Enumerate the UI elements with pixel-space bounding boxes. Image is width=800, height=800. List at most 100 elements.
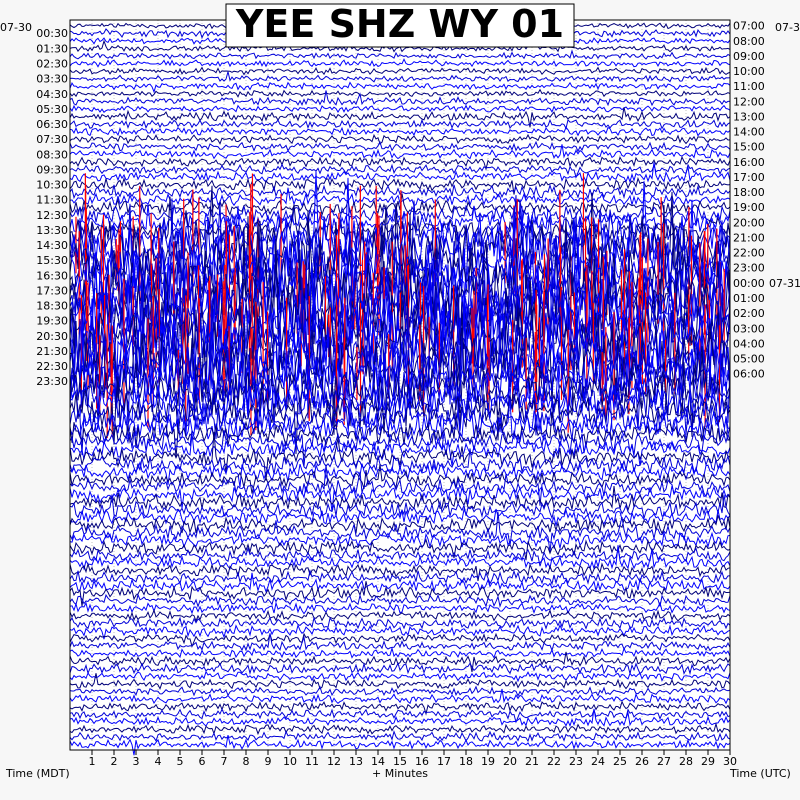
left-hour-label: 11:30 xyxy=(36,194,68,207)
trace-row-11 xyxy=(69,104,731,114)
trace-row-15 xyxy=(69,133,731,145)
right-hour-label: 09:00 xyxy=(733,50,765,63)
trace-row-89 xyxy=(69,688,731,705)
trace-row-17 xyxy=(69,144,731,160)
trace-row-18 xyxy=(69,155,731,172)
right-hour-label: 00:00 xyxy=(733,277,765,290)
x-tick-label: 27 xyxy=(657,755,671,768)
right-hour-label: 23:00 xyxy=(733,262,765,275)
x-tick-label: 13 xyxy=(349,755,363,768)
left-hour-label: 10:30 xyxy=(36,179,68,192)
left-time-labels: 00:30 01:30 02:30 03:30 04:30 05:30 06:30 07:30… xyxy=(36,27,68,388)
left-axis-label: Time (MDT) xyxy=(5,767,70,780)
trace-row-16 xyxy=(69,140,731,153)
trace-row-12 xyxy=(69,107,731,128)
x-tick-label: 20 xyxy=(503,755,517,768)
right-hour-label: 15:00 xyxy=(733,141,765,154)
trace-row-59 xyxy=(69,460,731,488)
right-hour-label: 22:00 xyxy=(733,247,765,260)
left-hour-label: 05:30 xyxy=(36,103,68,116)
left-hour-label: 16:30 xyxy=(36,269,68,282)
trace-row-87 xyxy=(69,673,731,690)
left-hour-label: 21:30 xyxy=(36,345,68,358)
left-hour-label: 08:30 xyxy=(36,148,68,161)
x-tick-label: 14 xyxy=(371,755,385,768)
trace-row-76 xyxy=(69,593,731,609)
left-hour-label: 17:30 xyxy=(36,284,68,297)
trace-row-41 xyxy=(69,258,731,419)
x-tick-label: 29 xyxy=(701,755,715,768)
right-axis-label: Time (UTC) xyxy=(729,767,791,780)
trace-row-82 xyxy=(69,633,731,652)
x-tick-label: 28 xyxy=(679,755,693,768)
left-hour-label: 09:30 xyxy=(36,163,68,176)
clipped-spikes-row-44 xyxy=(185,295,541,422)
x-tick-label: 11 xyxy=(305,755,319,768)
x-axis-ticks: 1 2 3 4 5 6 7 8 9 10 11 12 13 14 15 16 17 18 19 20 21 22 23 24 2… xyxy=(89,750,737,768)
left-hour-label: 19:30 xyxy=(36,315,68,328)
trace-row-90 xyxy=(69,700,731,716)
right-hour-label: 06:00 xyxy=(733,368,765,381)
x-tick-label: 8 xyxy=(243,755,250,768)
trace-row-4 xyxy=(69,49,731,60)
trace-row-68 xyxy=(69,531,731,549)
left-hour-label: 23:30 xyxy=(36,375,68,388)
trace-row-83 xyxy=(69,646,731,659)
left-hour-label: 06:30 xyxy=(36,118,68,131)
left-hour-label: 00:30 xyxy=(36,27,68,40)
right-hour-label: 08:00 xyxy=(733,35,765,48)
right-hour-label: 19:00 xyxy=(733,201,765,214)
right-hour-label: 01:00 xyxy=(733,292,765,305)
left-hour-label: 20:30 xyxy=(36,330,68,343)
trace-row-85 xyxy=(69,662,731,676)
trace-row-94 xyxy=(69,729,731,743)
right-hour-label: 16:00 xyxy=(733,156,765,169)
left-hour-label: 02:30 xyxy=(36,57,68,70)
x-tick-label: 17 xyxy=(437,755,451,768)
trace-row-7 xyxy=(69,71,731,83)
seismic-traces xyxy=(69,21,731,756)
right-hour-label: 04:00 xyxy=(733,337,765,350)
trace-row-23 xyxy=(69,187,731,207)
right-hour-label: 05:00 xyxy=(733,353,765,366)
left-hour-label: 22:30 xyxy=(36,360,68,373)
right-hour-label: 03:00 xyxy=(733,322,765,335)
left-hour-label: 01:30 xyxy=(36,42,68,55)
trace-row-92 xyxy=(69,708,731,728)
x-tick-label: 5 xyxy=(177,755,184,768)
left-hour-label: 15:30 xyxy=(36,254,68,267)
trace-row-67 xyxy=(69,512,731,552)
x-tick-label: 19 xyxy=(481,755,495,768)
x-tick-label: 3 xyxy=(133,755,140,768)
trace-row-29 xyxy=(69,171,731,308)
x-tick-label: 18 xyxy=(459,755,473,768)
trace-row-78 xyxy=(69,608,731,623)
right-hour-label: 18:00 xyxy=(733,186,765,199)
trace-row-91 xyxy=(69,707,731,724)
x-tick-label: 21 xyxy=(525,755,539,768)
trace-row-72 xyxy=(69,562,731,581)
trace-row-74 xyxy=(69,572,731,594)
trace-row-31 xyxy=(69,195,731,331)
right-date-label-top: 07-30 xyxy=(775,21,800,34)
left-hour-label: 04:30 xyxy=(36,88,68,101)
trace-row-9 xyxy=(69,88,731,98)
x-tick-label: 23 xyxy=(569,755,583,768)
trace-row-84 xyxy=(69,651,731,673)
trace-row-21 xyxy=(69,176,731,195)
trace-row-95 xyxy=(69,734,731,756)
x-tick-label: 30 xyxy=(723,755,737,768)
trace-row-56 xyxy=(69,433,731,466)
x-tick-label: 25 xyxy=(613,755,627,768)
trace-row-81 xyxy=(69,632,731,648)
chart-title: YEE SHZ WY 01 xyxy=(235,2,564,46)
x-tick-label: 2 xyxy=(111,755,118,768)
right-time-labels: 07:00 08:00 09:00 10:00 11:00 12:00 13:00 14:00… xyxy=(733,20,800,381)
trace-row-54 xyxy=(69,411,731,459)
right-hour-label: 17:00 xyxy=(733,171,765,184)
right-hour-label: 13:00 xyxy=(733,110,765,123)
left-hour-label: 12:30 xyxy=(36,209,68,222)
left-hour-label: 14:30 xyxy=(36,239,68,252)
trace-row-80 xyxy=(69,623,731,640)
right-hour-label: 11:00 xyxy=(733,80,765,93)
